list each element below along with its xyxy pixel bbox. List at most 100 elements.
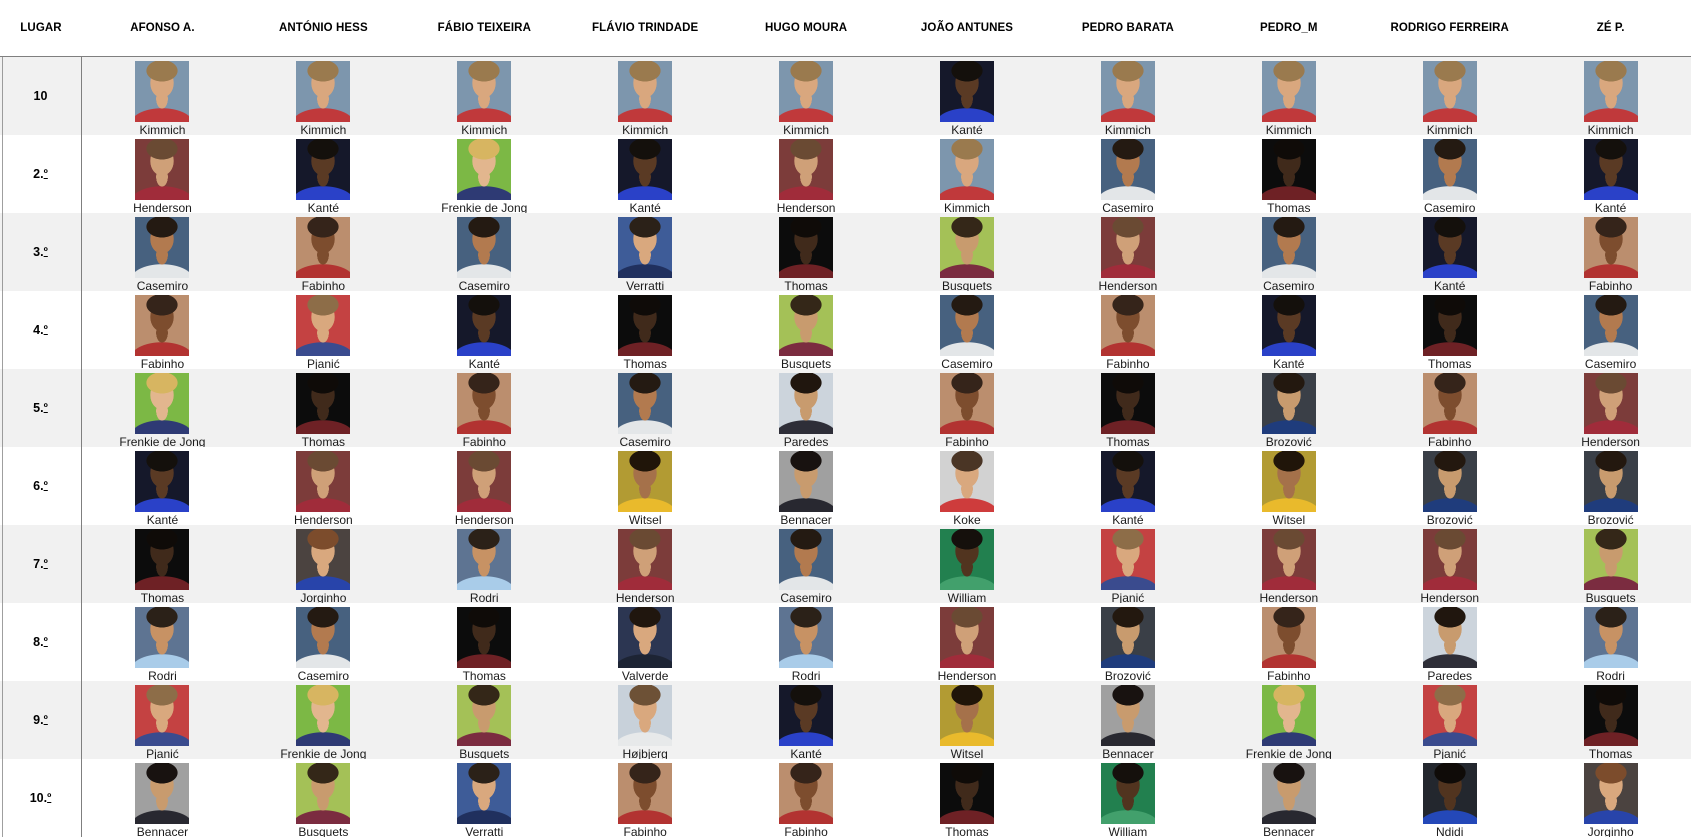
player-name: William [1108, 825, 1148, 837]
place-label: 5. º [0, 369, 82, 447]
player-photo [779, 685, 834, 746]
player-photo [1100, 217, 1155, 278]
player-photo [296, 373, 351, 434]
player-photo [779, 763, 834, 824]
place-number: 10. [29, 791, 48, 805]
player-photo [296, 685, 351, 746]
player-photo [1583, 61, 1638, 122]
player-photo [1100, 61, 1155, 122]
column-header-pedro-m: PEDRO_M [1260, 22, 1318, 34]
player-photo [779, 217, 834, 278]
pick-cell: Casemiro [82, 213, 243, 291]
pick-cell: Bennacer [1208, 759, 1369, 837]
pick-cell: Witsel [565, 447, 726, 525]
pick-cell: Kimmich [887, 135, 1048, 213]
player-name: Pjanić [146, 747, 179, 759]
player-name: Fabinho [1106, 357, 1150, 369]
pick-cell: Fabinho [1208, 603, 1369, 681]
player-name: Paredes [1427, 669, 1473, 681]
player-photo [1422, 373, 1477, 434]
player-name: Busquets [459, 747, 510, 759]
pick-cell: Thomas [404, 603, 565, 681]
pick-cell: Casemiro [404, 213, 565, 291]
player-photo [939, 451, 994, 512]
pick-cell: Henderson [887, 603, 1048, 681]
player-photo [135, 295, 190, 356]
pick-cell: Henderson [1047, 213, 1208, 291]
player-name: Bennacer [1102, 747, 1154, 759]
player-photo [779, 451, 834, 512]
player-name: Pjanić [1111, 591, 1145, 603]
player-name: Brozović [1265, 435, 1312, 447]
player-photo [1100, 607, 1155, 668]
pick-cell: Kanté [1369, 213, 1530, 291]
pick-cell: Bennacer [726, 447, 887, 525]
place-number: 5. [33, 401, 44, 415]
player-name: Busquets [781, 357, 832, 369]
player-name: Thomas [623, 357, 667, 369]
player-photo [1422, 217, 1477, 278]
pick-cell: Busquets [404, 681, 565, 759]
pick-cell: Fabinho [1369, 369, 1530, 447]
player-name: Brozović [1104, 669, 1151, 681]
player-name: Thomas [1588, 747, 1633, 759]
player-photo [939, 61, 994, 122]
pick-cell: Kimmich [82, 57, 243, 135]
player-name: Jorginho [300, 591, 347, 603]
player-name: Thomas [301, 435, 346, 447]
pick-cell: Henderson [404, 447, 565, 525]
player-photo [457, 607, 512, 668]
player-name: Thomas [784, 279, 828, 291]
player-name: Henderson [1420, 591, 1480, 603]
place-number: 3. [33, 245, 44, 259]
player-photo [939, 217, 994, 278]
pick-cell: Kanté [243, 135, 404, 213]
pick-cell: Verratti [404, 759, 565, 837]
pick-cell: Rodri [1530, 603, 1691, 681]
player-photo [457, 451, 512, 512]
pick-cell: Henderson [1208, 525, 1369, 603]
pick-cell: Witsel [1208, 447, 1369, 525]
pick-cell: Fabinho [1530, 213, 1691, 291]
player-name: William [947, 591, 987, 603]
player-photo [1583, 139, 1638, 200]
player-name: Busquets [1585, 591, 1636, 603]
pick-cell: Casemiro [565, 369, 726, 447]
pick-cell: Bennacer [82, 759, 243, 837]
pick-cell: Kimmich [726, 57, 887, 135]
ordinal-indicator: º [43, 246, 48, 258]
player-name: Kimmich [300, 123, 347, 135]
player-photo [1422, 451, 1477, 512]
player-photo [618, 685, 673, 746]
pick-cell: Busquets [1530, 525, 1691, 603]
pick-cell: Fabinho [565, 759, 726, 837]
player-name: Kanté [1434, 279, 1466, 291]
player-name: Witsel [1272, 513, 1306, 525]
place-label: 7. º [0, 525, 82, 603]
player-name: Henderson [294, 513, 353, 525]
pick-cell: Brozović [1208, 369, 1369, 447]
place-label: 4. º [0, 291, 82, 369]
player-photo [939, 529, 994, 590]
player-photo [618, 529, 673, 590]
player-name: Kanté [790, 747, 822, 759]
player-photo [135, 61, 190, 122]
player-name: Kanté [307, 201, 340, 213]
pick-cell: Henderson [726, 135, 887, 213]
ordinal-indicator: º [43, 480, 48, 492]
player-photo [457, 763, 512, 824]
player-photo [1583, 451, 1638, 512]
player-name: Brozović [1587, 513, 1634, 525]
pick-cell: Frenkie de Jong [1208, 681, 1369, 759]
pick-cell: Casemiro [1530, 291, 1691, 369]
pick-cell: Kanté [1047, 447, 1208, 525]
pick-cell: Rodri [404, 525, 565, 603]
player-photo [1261, 529, 1316, 590]
pick-cell: Fabinho [404, 369, 565, 447]
player-name: Witsel [950, 747, 984, 759]
ordinal-indicator: º [43, 402, 48, 414]
table-row: 7. º Thomas Jorginho Rodri Henderson Case… [0, 525, 1691, 603]
player-photo [618, 217, 673, 278]
table-body: 10 Kimmich Kimmich Kimmich Kimmich Kimmi… [0, 57, 1691, 837]
player-name: Thomas [945, 825, 989, 837]
